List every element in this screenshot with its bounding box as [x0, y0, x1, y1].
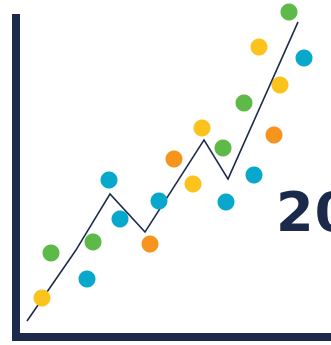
yellow-dot: [250, 38, 268, 56]
cyan-dot: [100, 171, 118, 189]
zigzag-trend-line: [26, 21, 299, 322]
yellow-dot: [271, 76, 289, 94]
cyan-dot: [150, 192, 168, 210]
green-dot: [214, 139, 232, 157]
horizontal-axis-bar: [12, 333, 331, 341]
yellow-dot: [193, 119, 211, 137]
cyan-dot: [217, 193, 235, 211]
yellow-dot: [184, 175, 202, 193]
green-dot: [84, 233, 102, 251]
orange-dot: [141, 235, 159, 253]
cyan-dot: [245, 166, 263, 184]
cyan-dot: [111, 210, 129, 228]
vertical-axis-bar: [12, 14, 20, 341]
green-dot: [280, 3, 298, 21]
orange-dot: [165, 150, 183, 168]
green-dot: [42, 244, 60, 262]
yellow-dot: [33, 289, 51, 307]
headline-number: 20: [276, 181, 331, 244]
cyan-dot: [295, 49, 313, 67]
scattered-dots: [33, 3, 313, 307]
green-dot: [235, 94, 253, 112]
orange-dot: [265, 126, 283, 144]
cyan-dot: [78, 270, 96, 288]
